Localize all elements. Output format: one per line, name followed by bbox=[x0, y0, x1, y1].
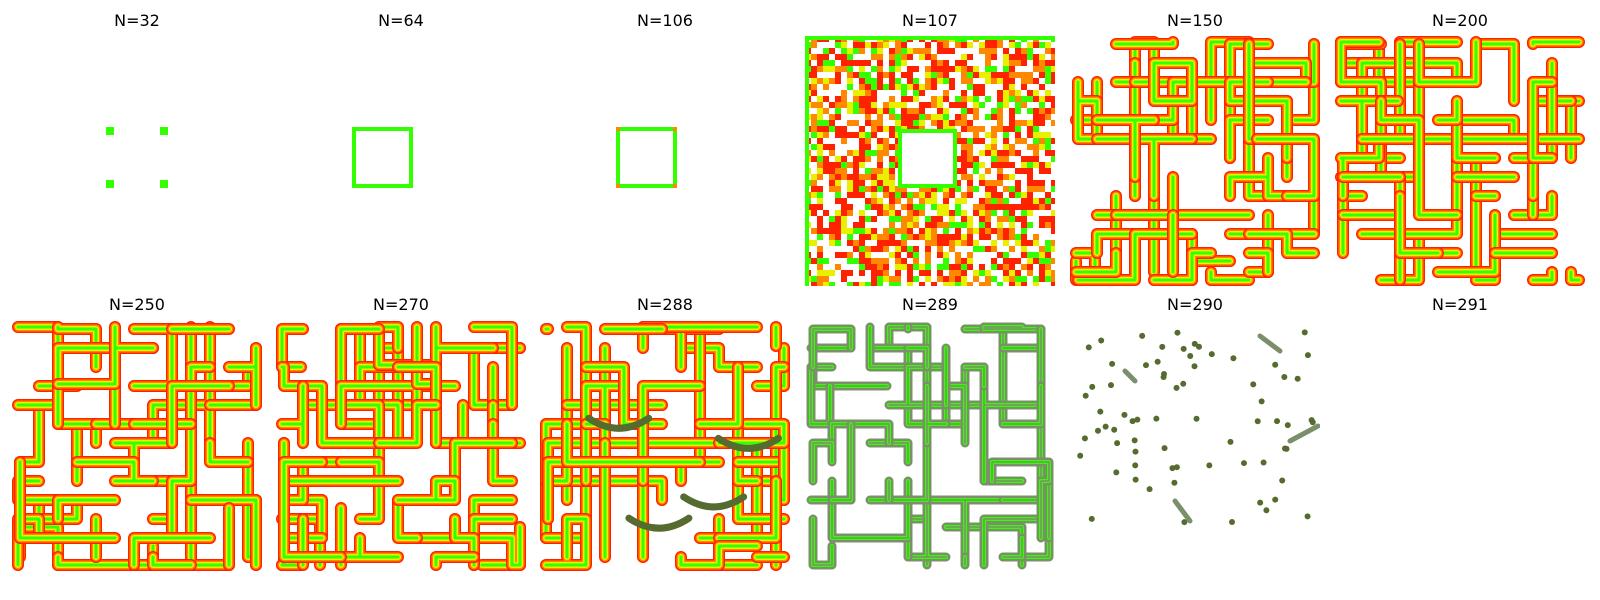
panel-title: N=291 bbox=[1432, 295, 1488, 314]
panel-title: N=107 bbox=[902, 11, 958, 30]
panel-title: N=64 bbox=[378, 11, 424, 30]
pattern-image bbox=[1070, 36, 1320, 286]
panel-title: N=200 bbox=[1432, 11, 1488, 30]
pattern-image bbox=[805, 36, 1055, 286]
panel-title: N=270 bbox=[373, 295, 429, 314]
pattern-image bbox=[616, 127, 677, 188]
pattern-image bbox=[106, 127, 168, 188]
panel-title: N=290 bbox=[1167, 295, 1223, 314]
pattern-image bbox=[352, 127, 413, 188]
pattern-image bbox=[1077, 329, 1320, 526]
panel-title: N=150 bbox=[1167, 11, 1223, 30]
pattern-image bbox=[12, 321, 262, 571]
panel-title: N=289 bbox=[902, 295, 958, 314]
pattern-image bbox=[806, 322, 1054, 570]
pattern-image bbox=[540, 321, 790, 571]
panel-title: N=250 bbox=[109, 295, 165, 314]
panel-title: N=288 bbox=[637, 295, 693, 314]
panel-title: N=106 bbox=[637, 11, 693, 30]
panel-title: N=32 bbox=[114, 11, 160, 30]
pattern-image bbox=[1335, 321, 1585, 571]
pattern-image bbox=[1335, 36, 1585, 286]
pattern-image bbox=[276, 321, 526, 571]
